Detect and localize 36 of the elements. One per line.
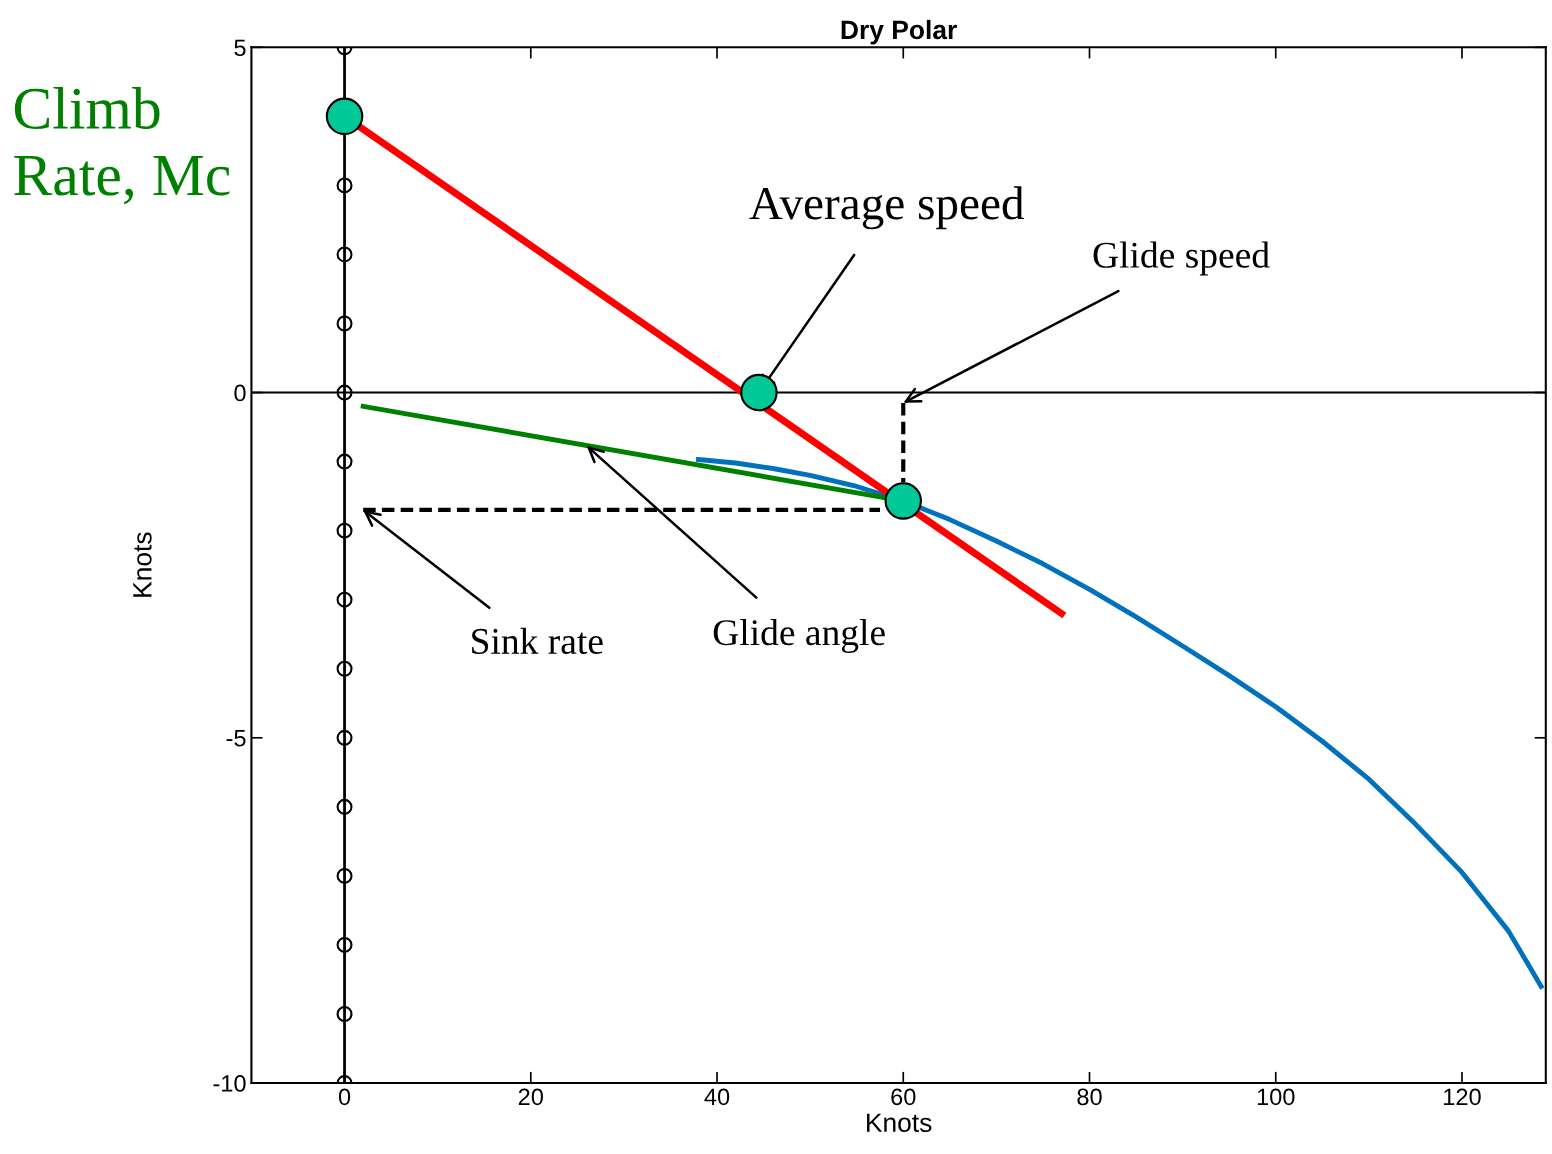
annotation: Average speed: [749, 186, 1025, 230]
annotation: Glide speed: [1093, 241, 1270, 276]
point: [884, 482, 923, 520]
x-tick-label: 0: [338, 1088, 351, 1106]
point: [336, 936, 353, 953]
x-tick-label: 60: [891, 1088, 916, 1106]
x-tick-label: 80: [1077, 1088, 1102, 1106]
point: [325, 97, 364, 136]
y-tick-label: -5: [226, 730, 246, 747]
point: [336, 867, 353, 884]
point: [336, 384, 353, 401]
y-tick-label: 5: [234, 39, 246, 57]
text: Climb Rate, Mc: [14, 86, 230, 205]
annotation: Glide angle: [713, 618, 885, 654]
line-series: [695, 457, 1544, 989]
point: [336, 246, 353, 263]
x-tick-label: 20: [518, 1088, 543, 1106]
point: [336, 729, 353, 746]
x-tick-label: 40: [704, 1088, 730, 1106]
chart-title: Dry Polar: [841, 19, 957, 45]
point: [336, 315, 353, 332]
annotation: Sink rate: [472, 627, 603, 655]
point: [740, 373, 778, 412]
point: [336, 177, 353, 194]
x-tick-label: 120: [1444, 1088, 1481, 1106]
point: [336, 1006, 353, 1022]
y-tick-label: -10: [213, 1075, 246, 1092]
point: [336, 453, 353, 470]
x-axis-title: Knots: [867, 1113, 932, 1133]
point: [336, 522, 353, 539]
x-tick-label: 100: [1257, 1088, 1295, 1106]
y-tick-label: 0: [234, 384, 246, 402]
point: [336, 660, 353, 677]
y-axis-title: Knots: [133, 532, 152, 597]
point: [336, 798, 353, 815]
point: [336, 591, 353, 608]
